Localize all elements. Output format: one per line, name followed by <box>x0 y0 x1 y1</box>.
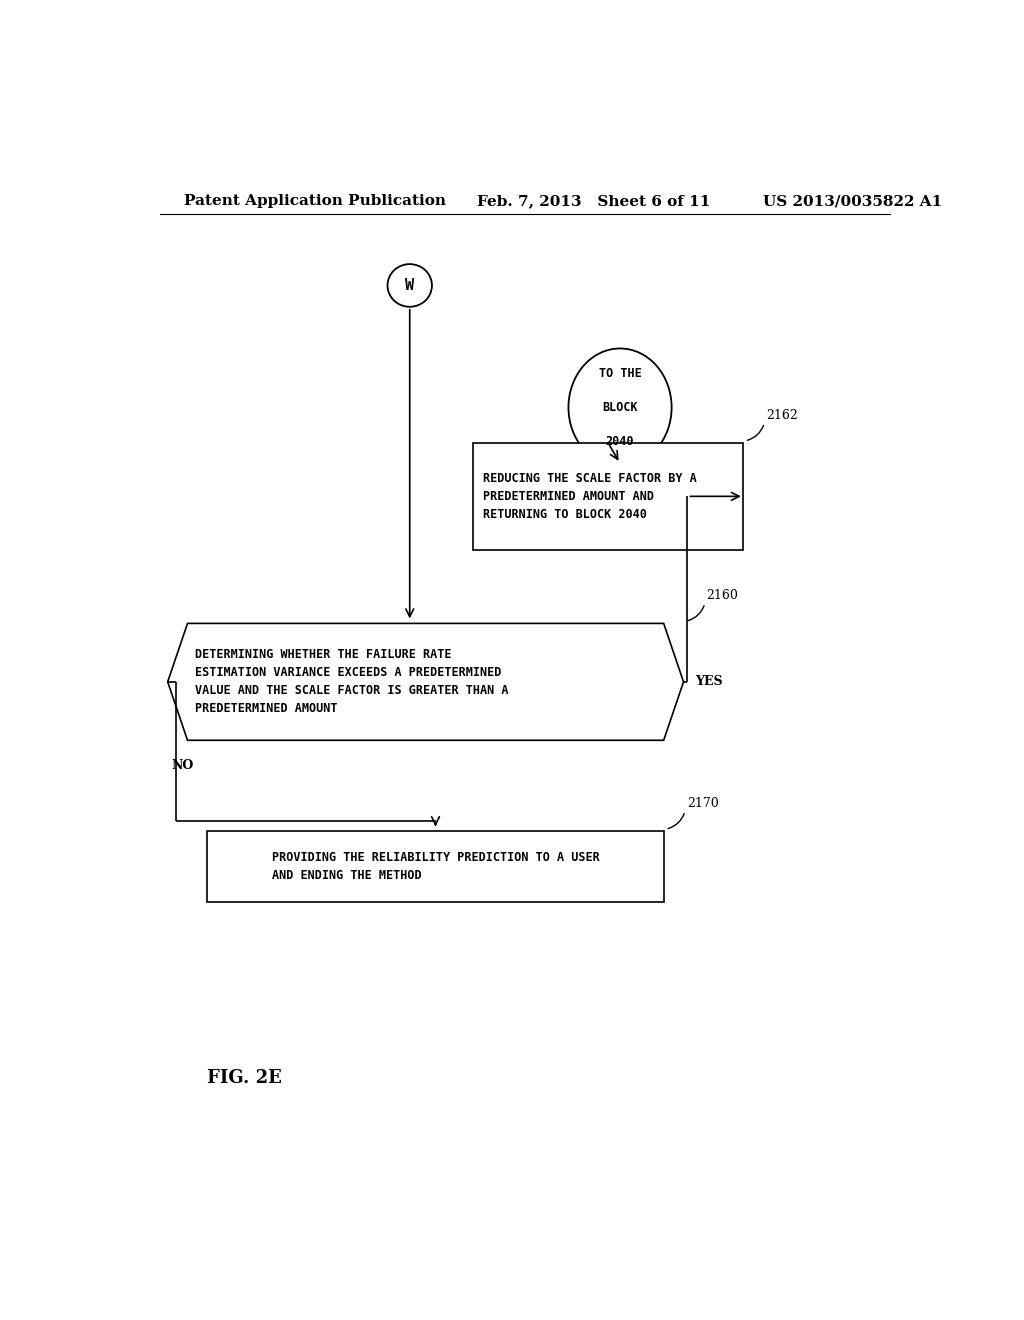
FancyBboxPatch shape <box>473 444 743 549</box>
Text: YES: YES <box>695 676 723 688</box>
Text: W: W <box>406 279 415 293</box>
Text: US 2013/0035822 A1: US 2013/0035822 A1 <box>763 194 942 209</box>
Text: NO: NO <box>172 759 194 772</box>
Text: 2162: 2162 <box>766 409 798 421</box>
FancyBboxPatch shape <box>207 832 664 903</box>
Text: PROVIDING THE RELIABILITY PREDICTION TO A USER
AND ENDING THE METHOD: PROVIDING THE RELIABILITY PREDICTION TO … <box>271 851 599 882</box>
Text: 2170: 2170 <box>687 797 719 810</box>
Ellipse shape <box>568 348 672 466</box>
Text: 2160: 2160 <box>707 589 738 602</box>
Text: FIG. 2E: FIG. 2E <box>207 1069 282 1088</box>
Text: DETERMINING WHETHER THE FAILURE RATE
ESTIMATION VARIANCE EXCEEDS A PREDETERMINED: DETERMINING WHETHER THE FAILURE RATE EST… <box>196 648 509 715</box>
Text: REDUCING THE SCALE FACTOR BY A
PREDETERMINED AMOUNT AND
RETURNING TO BLOCK 2040: REDUCING THE SCALE FACTOR BY A PREDETERM… <box>482 471 696 521</box>
Text: Patent Application Publication: Patent Application Publication <box>183 194 445 209</box>
Text: Feb. 7, 2013   Sheet 6 of 11: Feb. 7, 2013 Sheet 6 of 11 <box>477 194 711 209</box>
Polygon shape <box>168 623 684 741</box>
Ellipse shape <box>387 264 432 306</box>
Text: TO THE

BLOCK

2040: TO THE BLOCK 2040 <box>599 367 641 447</box>
